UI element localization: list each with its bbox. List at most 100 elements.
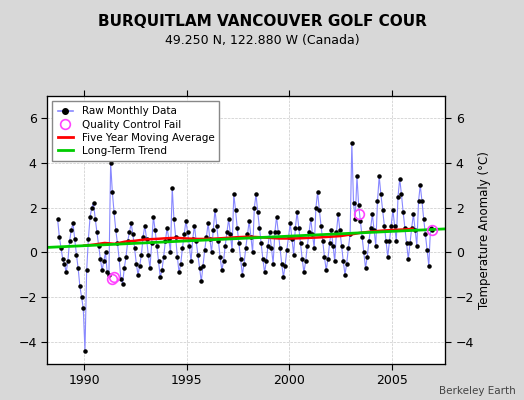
Point [366, 224, 375, 231]
Point [161, 238, 170, 244]
Point [226, 231, 235, 238]
Point [202, 234, 211, 240]
Point [74, 265, 82, 271]
Point [414, 198, 423, 204]
Point [230, 191, 238, 198]
Point [213, 222, 221, 229]
Point [294, 224, 303, 231]
Point [276, 245, 284, 251]
Point [298, 256, 307, 262]
Point [159, 254, 168, 260]
Point [394, 193, 402, 200]
Point [117, 276, 125, 282]
Point [86, 214, 94, 220]
Point [327, 227, 335, 233]
Point [356, 218, 365, 224]
Point [271, 229, 279, 236]
Point [175, 269, 183, 276]
Point [427, 224, 435, 231]
Point [144, 251, 152, 258]
Point [344, 245, 353, 251]
Point [315, 207, 323, 213]
Point [331, 258, 339, 264]
Point [71, 236, 79, 242]
Point [248, 249, 257, 256]
Point [108, 189, 116, 195]
Point [373, 198, 381, 204]
Point [66, 238, 74, 244]
Point [365, 238, 373, 244]
Point [289, 251, 298, 258]
Legend: Raw Monthly Data, Quality Control Fail, Five Year Moving Average, Long-Term Tren: Raw Monthly Data, Quality Control Fail, … [52, 101, 220, 161]
Point [185, 242, 193, 249]
Point [84, 236, 93, 242]
Point [301, 258, 310, 264]
Point [408, 224, 416, 231]
Point [147, 240, 156, 246]
Point [233, 224, 242, 231]
Point [231, 207, 239, 213]
Point [370, 227, 378, 233]
Point [100, 258, 108, 264]
Point [346, 231, 354, 238]
Point [255, 224, 264, 231]
Point [293, 209, 301, 215]
Point [378, 207, 387, 213]
Point [377, 191, 385, 198]
Point [308, 231, 316, 238]
Point [208, 249, 216, 256]
Point [387, 222, 395, 229]
Point [127, 220, 135, 226]
Point [339, 258, 347, 264]
Point [129, 231, 137, 238]
Point [266, 229, 274, 236]
Point [67, 227, 75, 233]
Point [247, 234, 255, 240]
Point [412, 242, 421, 249]
Point [372, 242, 380, 249]
Point [166, 249, 174, 256]
Point [182, 218, 190, 224]
Point [363, 254, 372, 260]
Point [63, 258, 72, 264]
Point [236, 256, 245, 262]
Point [250, 204, 258, 211]
Point [82, 267, 91, 274]
Point [79, 305, 88, 311]
Point [192, 238, 200, 244]
Point [228, 247, 236, 253]
Point [262, 258, 270, 264]
Point [224, 216, 233, 222]
Point [359, 249, 368, 256]
Point [418, 198, 426, 204]
Point [420, 216, 428, 222]
Point [242, 245, 250, 251]
Point [238, 272, 246, 278]
Point [286, 220, 294, 226]
Point [382, 238, 390, 244]
Point [243, 231, 252, 238]
Point [183, 229, 192, 236]
Point [252, 191, 260, 198]
Point [245, 218, 254, 224]
Point [281, 262, 289, 269]
Point [62, 269, 70, 276]
Text: 49.250 N, 122.880 W (Canada): 49.250 N, 122.880 W (Canada) [165, 34, 359, 47]
Point [217, 267, 226, 274]
Point [139, 234, 147, 240]
Point [177, 260, 185, 267]
Point [324, 256, 332, 262]
Point [75, 283, 84, 289]
Point [334, 211, 342, 218]
Point [199, 262, 207, 269]
Point [337, 242, 346, 249]
Point [59, 256, 67, 262]
Point [195, 265, 204, 271]
Point [53, 216, 62, 222]
Point [385, 238, 394, 244]
Point [404, 256, 412, 262]
Point [390, 222, 399, 229]
Point [362, 265, 370, 271]
Point [96, 256, 105, 262]
Point [194, 251, 202, 258]
